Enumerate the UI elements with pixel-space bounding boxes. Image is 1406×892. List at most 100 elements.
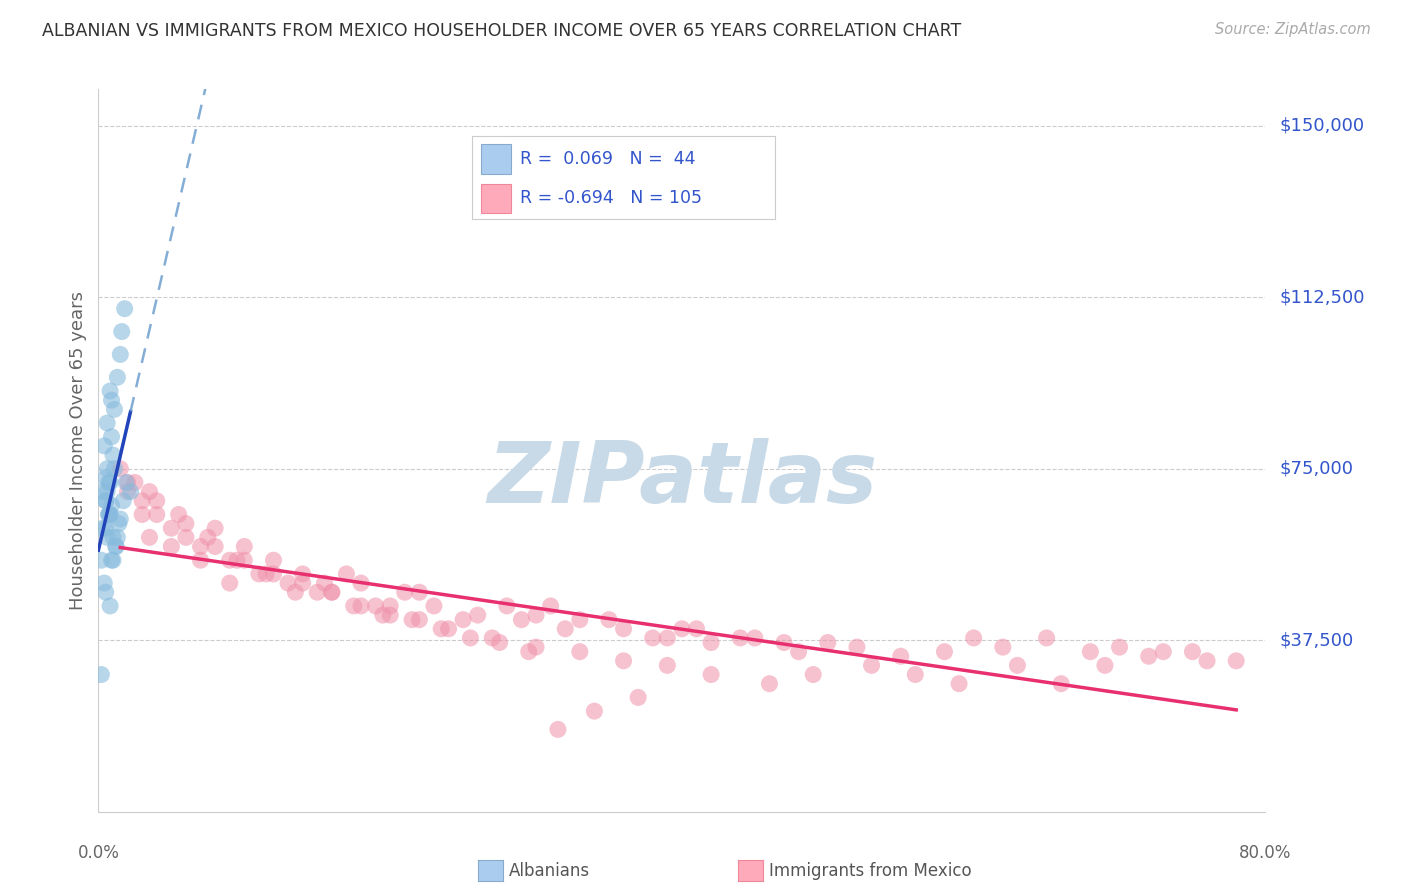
Point bbox=[204, 521, 226, 535]
Point bbox=[104, 540, 127, 554]
Point bbox=[568, 645, 591, 659]
Point bbox=[111, 325, 134, 339]
Point bbox=[131, 508, 153, 522]
Point bbox=[860, 658, 883, 673]
Point bbox=[100, 553, 122, 567]
Point bbox=[904, 667, 927, 681]
Point bbox=[350, 599, 373, 613]
Point bbox=[437, 622, 460, 636]
Point bbox=[657, 658, 679, 673]
Point bbox=[115, 475, 138, 490]
Point bbox=[364, 599, 387, 613]
Point bbox=[254, 566, 277, 581]
Point bbox=[138, 484, 160, 499]
Text: ALBANIAN VS IMMIGRANTS FROM MEXICO HOUSEHOLDER INCOME OVER 65 YEARS CORRELATION : ALBANIAN VS IMMIGRANTS FROM MEXICO HOUSE… bbox=[42, 22, 962, 40]
Point bbox=[991, 640, 1014, 654]
Point bbox=[335, 566, 357, 581]
Point bbox=[101, 553, 124, 567]
Point bbox=[801, 667, 824, 681]
Text: R = -0.694   N = 105: R = -0.694 N = 105 bbox=[520, 188, 703, 207]
Point bbox=[517, 645, 540, 659]
Point bbox=[307, 585, 329, 599]
Point bbox=[110, 512, 132, 526]
Text: $150,000: $150,000 bbox=[1279, 117, 1364, 135]
Point bbox=[962, 631, 984, 645]
Point bbox=[98, 384, 121, 398]
Point bbox=[218, 576, 240, 591]
Point bbox=[773, 635, 796, 649]
Text: $37,500: $37,500 bbox=[1279, 632, 1354, 649]
Point bbox=[96, 530, 118, 544]
Point bbox=[98, 508, 121, 522]
Point bbox=[510, 613, 533, 627]
Text: $75,000: $75,000 bbox=[1279, 459, 1354, 478]
Point bbox=[524, 608, 547, 623]
Point bbox=[97, 475, 120, 490]
Point bbox=[103, 402, 125, 417]
Bar bbox=[481, 145, 512, 174]
Point bbox=[131, 493, 153, 508]
Point bbox=[108, 516, 131, 531]
Point bbox=[641, 631, 664, 645]
Point bbox=[371, 608, 394, 623]
Point bbox=[146, 493, 169, 508]
Point bbox=[233, 540, 256, 554]
Point bbox=[890, 649, 912, 664]
Point bbox=[190, 540, 212, 554]
Point bbox=[343, 599, 366, 613]
Point bbox=[105, 530, 128, 544]
Point bbox=[124, 475, 146, 490]
Point bbox=[174, 530, 197, 544]
Point bbox=[1094, 658, 1116, 673]
Bar bbox=[481, 184, 512, 212]
Point bbox=[1007, 658, 1029, 673]
Point bbox=[934, 645, 956, 659]
Point bbox=[146, 508, 169, 522]
Point bbox=[627, 690, 650, 705]
Point bbox=[744, 631, 766, 645]
Text: R =  0.069   N =  44: R = 0.069 N = 44 bbox=[520, 150, 696, 168]
Point bbox=[408, 613, 430, 627]
Point bbox=[247, 566, 270, 581]
Point bbox=[460, 631, 482, 645]
Point bbox=[467, 608, 489, 623]
Point bbox=[378, 599, 402, 613]
Point bbox=[657, 631, 679, 645]
Point bbox=[93, 576, 115, 591]
Point bbox=[96, 462, 118, 476]
Point bbox=[97, 508, 120, 522]
Point bbox=[117, 475, 139, 490]
Point bbox=[524, 640, 547, 654]
Point bbox=[112, 493, 135, 508]
Point bbox=[94, 521, 117, 535]
Point bbox=[100, 499, 122, 513]
Point bbox=[1195, 654, 1218, 668]
Point bbox=[174, 516, 197, 531]
Point bbox=[1137, 649, 1160, 664]
Point bbox=[612, 622, 634, 636]
Point bbox=[104, 540, 127, 554]
Point bbox=[728, 631, 751, 645]
Point bbox=[700, 667, 723, 681]
Point bbox=[262, 553, 284, 567]
Point bbox=[160, 521, 183, 535]
Point bbox=[277, 576, 299, 591]
Point bbox=[262, 566, 284, 581]
Point bbox=[114, 301, 136, 316]
Point bbox=[90, 667, 112, 681]
Point bbox=[284, 585, 307, 599]
Point bbox=[110, 462, 132, 476]
Point bbox=[1035, 631, 1057, 645]
Point bbox=[94, 493, 117, 508]
Point bbox=[218, 553, 240, 567]
Point bbox=[167, 508, 190, 522]
Point bbox=[101, 530, 124, 544]
Text: 0.0%: 0.0% bbox=[77, 844, 120, 863]
Point bbox=[583, 704, 606, 718]
Text: Source: ZipAtlas.com: Source: ZipAtlas.com bbox=[1215, 22, 1371, 37]
Point bbox=[430, 622, 453, 636]
Point bbox=[671, 622, 693, 636]
Point bbox=[103, 462, 125, 476]
Point bbox=[91, 484, 114, 499]
Point bbox=[94, 471, 117, 485]
